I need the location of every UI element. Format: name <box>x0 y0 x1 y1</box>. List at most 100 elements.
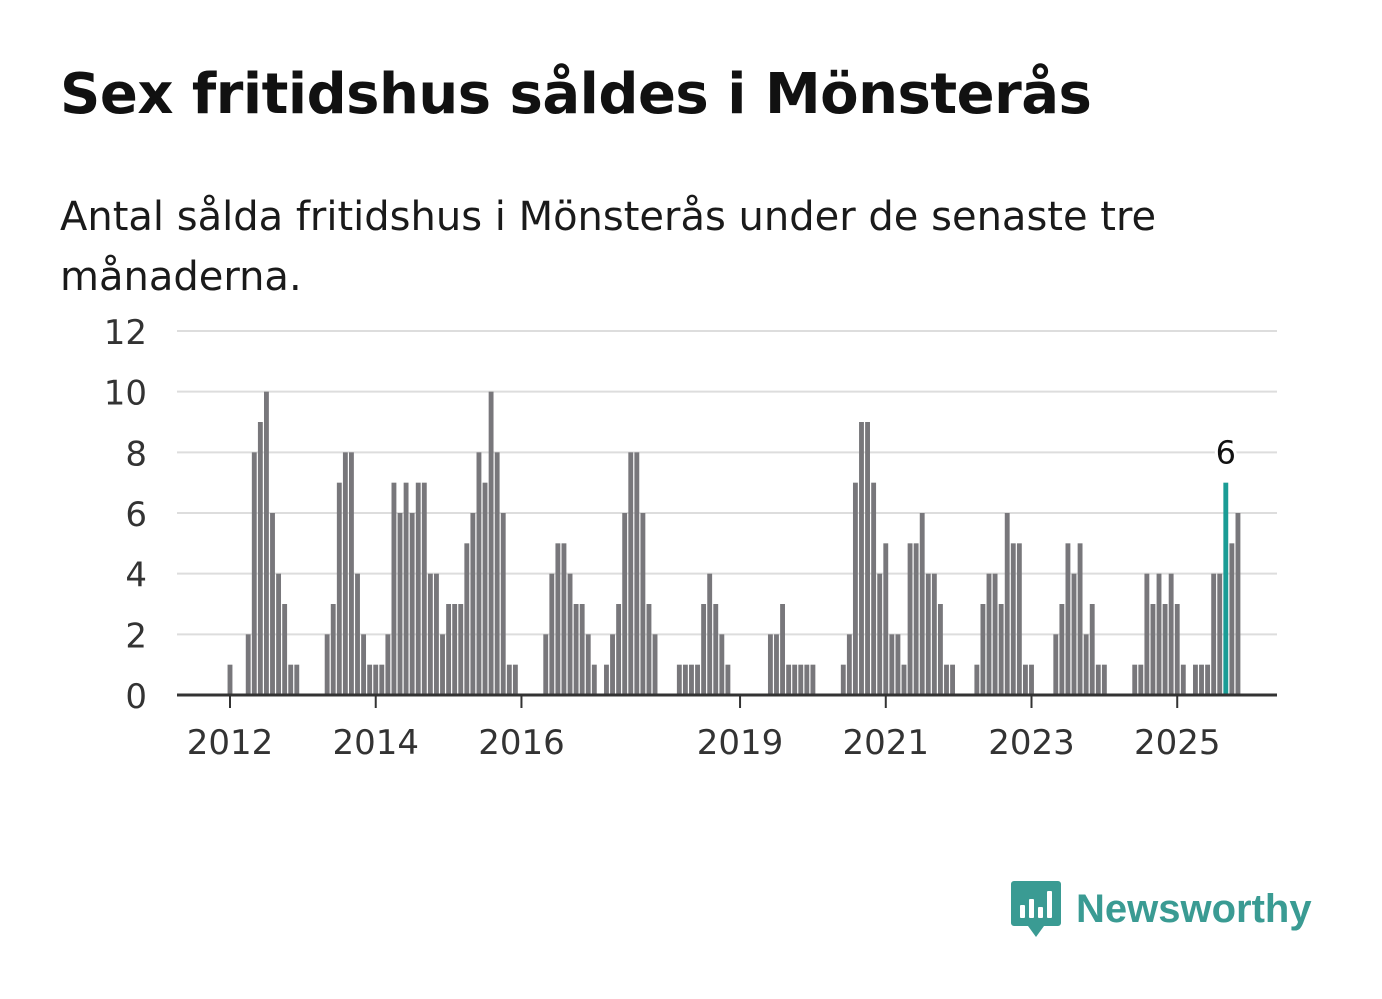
chart-subtitle: Antal sålda fritidshus i Mönsterås under… <box>60 194 1157 300</box>
bar-114 <box>919 513 925 695</box>
bar-10 <box>288 664 294 695</box>
bars <box>227 391 1241 695</box>
y-tick-label-8: 8 <box>125 434 147 474</box>
bar-149 <box>1132 664 1138 695</box>
bar-19 <box>342 452 348 695</box>
bar-8 <box>276 573 282 695</box>
bar-53 <box>549 573 555 695</box>
bar-17 <box>330 604 336 695</box>
bar-164 <box>1223 482 1229 695</box>
bar-116 <box>931 573 937 695</box>
bar-70 <box>652 634 658 695</box>
y-tick-label-2: 2 <box>125 616 147 656</box>
bar-104 <box>859 422 864 695</box>
bar-132 <box>1029 664 1034 695</box>
bar-74 <box>676 664 682 695</box>
x-tick-label-2016: 2016 <box>478 723 565 763</box>
newsworthy-logo: Newsworthy <box>1010 878 1312 940</box>
x-tick-label-2023: 2023 <box>988 723 1075 763</box>
bar-160 <box>1199 664 1204 695</box>
chart-title: Sex fritidshus såldes i Mönsterås <box>60 62 1092 127</box>
bar-18 <box>336 482 342 695</box>
x-tick-label-2014: 2014 <box>332 723 419 763</box>
bar-40 <box>470 513 476 695</box>
y-tick-label-12: 12 <box>104 313 147 353</box>
bar-5 <box>257 422 263 695</box>
bar-58 <box>579 604 585 695</box>
bar-28 <box>397 513 403 695</box>
y-tick-label-4: 4 <box>125 556 147 596</box>
bar-80 <box>713 604 719 695</box>
bar-44 <box>494 452 500 695</box>
bar-124 <box>980 604 986 695</box>
bar-34 <box>434 573 439 695</box>
labels: 0 2 4 6 8 10 12 2012 2014 2016 2019 2021 2023 2025 6 <box>104 313 1239 763</box>
bar-137 <box>1059 604 1065 695</box>
bar-43 <box>488 391 494 695</box>
bar-141 <box>1083 634 1089 695</box>
bar-39 <box>464 543 470 695</box>
bar-56 <box>567 573 573 695</box>
bar-27 <box>391 482 397 695</box>
y-tick-label-10: 10 <box>104 374 147 414</box>
x-tick-label-2012: 2012 <box>187 723 274 763</box>
bar-89 <box>767 634 773 695</box>
bar-92 <box>786 664 792 695</box>
bar-79 <box>707 573 713 695</box>
bar-29 <box>403 482 409 695</box>
bar-41 <box>476 452 482 695</box>
bar-125 <box>986 573 992 695</box>
bar-140 <box>1077 543 1083 695</box>
bar-6 <box>264 391 269 695</box>
bar-128 <box>1004 513 1010 695</box>
bar-101 <box>840 664 846 695</box>
bar-45 <box>500 513 506 695</box>
bar-76 <box>689 664 694 695</box>
bar-37 <box>452 604 458 695</box>
bar-94 <box>798 664 804 695</box>
bar-107 <box>877 573 883 695</box>
bar-54 <box>555 543 561 695</box>
newsworthy-logo-icon <box>1011 881 1061 937</box>
bar-30 <box>409 513 415 695</box>
data-label-highlight: 6 <box>1216 434 1236 472</box>
bar-68 <box>640 513 646 695</box>
bar-143 <box>1095 664 1101 695</box>
bar-154 <box>1162 604 1168 695</box>
bar-63 <box>610 634 615 695</box>
bar-21 <box>355 573 360 695</box>
bar-131 <box>1023 664 1028 695</box>
bar-38 <box>458 604 464 695</box>
bar-95 <box>804 664 810 695</box>
bar-20 <box>349 452 354 695</box>
bar-106 <box>871 482 877 695</box>
bar-77 <box>695 664 700 695</box>
bar-136 <box>1053 634 1059 695</box>
bar-59 <box>585 634 591 695</box>
bar-7 <box>270 513 275 695</box>
bar-60 <box>591 664 597 695</box>
bar-57 <box>573 604 579 695</box>
bar-123 <box>974 664 980 695</box>
bar-26 <box>385 634 391 695</box>
bar-52 <box>543 634 549 695</box>
bar-139 <box>1071 573 1077 695</box>
bar-165 <box>1229 543 1235 695</box>
bar-144 <box>1101 664 1107 695</box>
y-tick-label-0: 0 <box>125 677 147 717</box>
bar-161 <box>1205 664 1211 695</box>
bar-129 <box>1010 543 1016 695</box>
bar-152 <box>1150 604 1156 695</box>
x-tick-label-2025: 2025 <box>1134 723 1221 763</box>
bar-118 <box>944 664 949 695</box>
bar-119 <box>950 664 955 695</box>
bar-117 <box>937 604 943 695</box>
y-tick-label-6: 6 <box>125 495 147 535</box>
bar-47 <box>512 664 518 695</box>
bar-23 <box>367 664 373 695</box>
bar-82 <box>725 664 731 695</box>
bar-9 <box>282 604 288 695</box>
bar-112 <box>907 543 913 695</box>
bar-35 <box>440 634 445 695</box>
bar-126 <box>992 573 998 695</box>
